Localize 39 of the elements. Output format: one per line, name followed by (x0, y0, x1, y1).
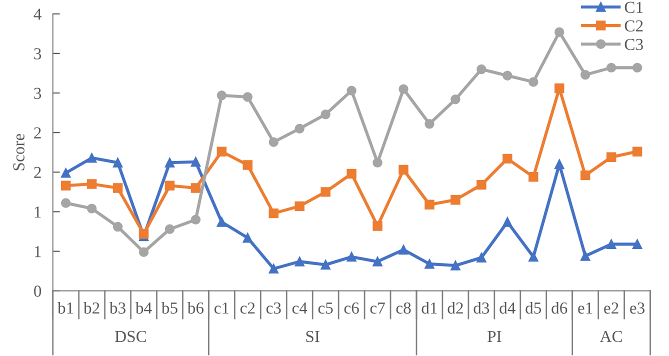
x-tick-label: b5 (161, 302, 178, 314)
y-tick-label: 4 (34, 8, 42, 20)
legend-label: C1 (624, 2, 643, 13)
x-tick-label: d5 (526, 302, 542, 314)
x-tick-label: d6 (552, 302, 568, 314)
y-tick-label: 1 (34, 246, 41, 258)
x-tick-label: e3 (630, 302, 644, 314)
x-tick-label: d2 (448, 302, 463, 314)
y-tick-label: 2 (34, 127, 41, 138)
x-tick-label: c4 (292, 302, 308, 314)
legend-label: C2 (624, 20, 643, 32)
y-tick-label: 3 (34, 48, 42, 60)
x-tick-label: b1 (58, 302, 74, 314)
x-tick-label: d1 (422, 302, 437, 314)
x-tick-label: c1 (214, 302, 229, 314)
text: SI (306, 330, 320, 342)
text: AC (600, 330, 622, 342)
x-tick-label: c6 (344, 302, 359, 314)
x-tick-label: c2 (240, 302, 255, 314)
y-tick-label: 0 (34, 286, 42, 297)
x-tick-label: b2 (83, 302, 100, 314)
x-tick-label: c8 (396, 302, 411, 314)
x-tick-label: b6 (187, 302, 204, 314)
x-tick-label: c5 (318, 302, 333, 314)
legend-label: C3 (624, 38, 643, 50)
x-tick-label: b4 (135, 302, 152, 314)
y-tick-label: 2 (34, 166, 41, 178)
x-tick-label: d4 (500, 302, 516, 314)
x-tick-label: e1 (578, 302, 592, 314)
x-tick-label: e2 (604, 302, 618, 314)
y-tick-label: 1 (34, 206, 41, 218)
text: PI (487, 331, 502, 342)
text: DSC (115, 330, 146, 342)
y-axis-title: Score (13, 134, 24, 170)
x-tick-label: c7 (370, 302, 385, 314)
y-tick-label: 3 (34, 88, 42, 99)
x-tick-label: c3 (266, 302, 281, 314)
x-tick-label: b3 (109, 302, 126, 314)
x-tick-label: d3 (474, 302, 490, 314)
